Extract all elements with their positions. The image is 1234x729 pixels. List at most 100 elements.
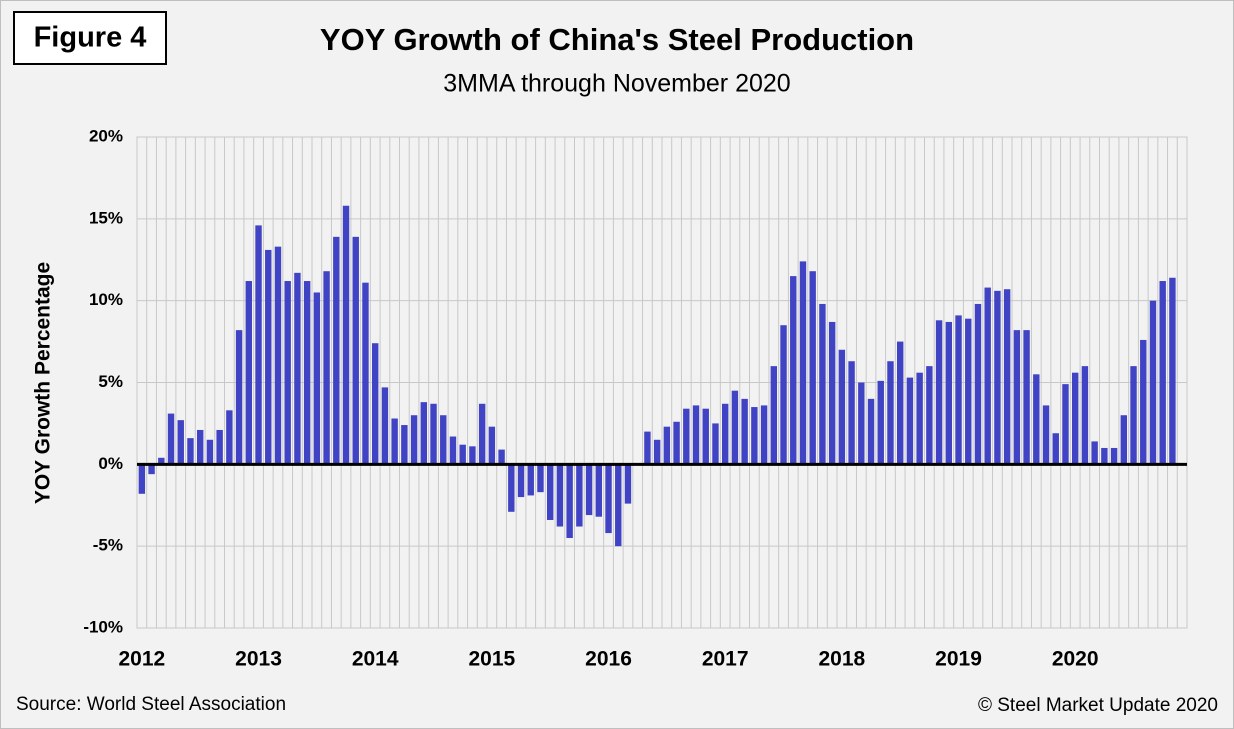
bar [1140, 339, 1147, 465]
bar [721, 403, 729, 465]
chart-title: YOY Growth of China's Steel Production [320, 22, 914, 57]
bar [265, 249, 272, 465]
bar [1110, 447, 1118, 465]
bar [624, 464, 632, 504]
bar [945, 321, 953, 465]
bar [1169, 277, 1176, 465]
bar [673, 421, 680, 465]
x-tick-label: 2015 [469, 648, 516, 671]
bar [187, 438, 194, 465]
bar [906, 377, 914, 465]
bar [167, 413, 175, 465]
bar [702, 408, 709, 465]
bar [352, 236, 359, 465]
bar [245, 281, 253, 465]
bar [206, 439, 214, 465]
bar [644, 431, 651, 465]
bar [1091, 441, 1098, 465]
bar [595, 464, 603, 517]
bar [498, 449, 505, 465]
bar [653, 439, 661, 465]
bar [196, 429, 204, 465]
bar [1120, 415, 1128, 465]
bar [303, 281, 311, 465]
bar [216, 429, 223, 465]
bar [177, 420, 184, 465]
x-tick-label: 2014 [352, 648, 399, 671]
x-tick-label: 2017 [702, 648, 749, 671]
bar [566, 464, 573, 538]
chart-subtitle: 3MMA through November 2020 [443, 70, 790, 98]
bar [615, 464, 622, 547]
bar [1033, 374, 1040, 465]
y-axis-label: YOY Growth Percentage [32, 262, 55, 504]
bar [333, 236, 340, 465]
bar [508, 464, 515, 512]
bar [1023, 330, 1030, 465]
bar [362, 282, 369, 465]
bar [469, 446, 476, 465]
y-tick-label: -5% [93, 536, 123, 555]
bar [488, 426, 496, 465]
bar [323, 271, 330, 465]
figure-box [13, 11, 167, 65]
bar [420, 402, 428, 465]
bar [430, 403, 437, 465]
bar [819, 303, 826, 465]
y-tick-label: 5% [98, 372, 123, 391]
bar [527, 464, 534, 496]
bar [663, 426, 671, 465]
bar [1149, 300, 1157, 465]
bar [391, 418, 398, 465]
bar [1042, 405, 1050, 465]
bar [605, 464, 612, 534]
bar [994, 290, 1001, 465]
bar [683, 408, 690, 465]
bar [741, 398, 748, 465]
bar [1130, 366, 1137, 465]
bar [838, 349, 846, 465]
bar [381, 387, 389, 465]
bar [760, 405, 768, 465]
bar [371, 343, 379, 465]
y-tick-label: 10% [89, 290, 123, 309]
bar [770, 366, 778, 465]
bar [1101, 447, 1108, 465]
bar [294, 272, 301, 465]
bar [1062, 384, 1069, 465]
bar [1003, 289, 1011, 465]
x-tick-label: 2012 [119, 648, 166, 671]
bar [887, 361, 894, 465]
bar [692, 405, 700, 465]
bar [935, 320, 943, 465]
bar [867, 398, 875, 465]
bar [731, 390, 739, 465]
bar [284, 281, 291, 465]
bar [1159, 281, 1166, 465]
bar [255, 225, 262, 465]
bar [877, 380, 884, 465]
bar [440, 415, 447, 465]
bar [965, 318, 972, 465]
bar [158, 457, 165, 465]
bar [809, 271, 816, 465]
bar [751, 407, 758, 465]
bar [401, 425, 408, 465]
bar [235, 330, 243, 465]
bar [546, 464, 554, 520]
x-tick-label: 2018 [819, 648, 866, 671]
bar [858, 382, 865, 465]
bar [896, 341, 904, 465]
x-tick-label: 2020 [1052, 648, 1099, 671]
figure-label: Figure 4 [34, 22, 147, 54]
bar [926, 366, 933, 465]
bar [449, 436, 457, 465]
bar [848, 361, 855, 465]
bar [576, 464, 583, 527]
bar [712, 423, 719, 465]
bar [1081, 366, 1089, 465]
bar [478, 403, 486, 465]
bar [226, 410, 233, 465]
bar [274, 246, 282, 465]
